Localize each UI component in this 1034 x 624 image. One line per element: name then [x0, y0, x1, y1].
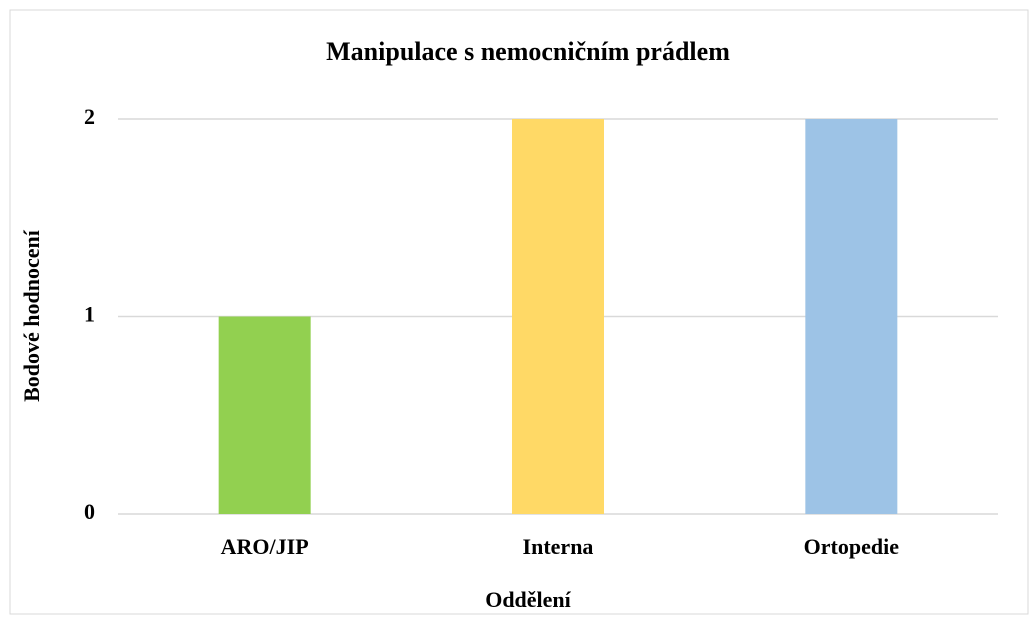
bar	[218, 316, 311, 514]
x-axis-label: Oddělení	[485, 587, 571, 612]
x-tick-label: Ortopedie	[804, 534, 900, 559]
y-tick-label: 1	[84, 302, 95, 327]
y-axis-label: Bodové hodnocení	[19, 229, 44, 402]
chart-title: Manipulace s nemocničním prádlem	[326, 37, 730, 66]
x-tick-label: Interna	[523, 534, 594, 559]
bar	[805, 119, 898, 514]
bar	[512, 119, 604, 514]
x-tick-label: ARO/JIP	[221, 534, 309, 559]
y-tick-label: 0	[84, 499, 95, 524]
y-tick-label: 2	[84, 104, 95, 129]
